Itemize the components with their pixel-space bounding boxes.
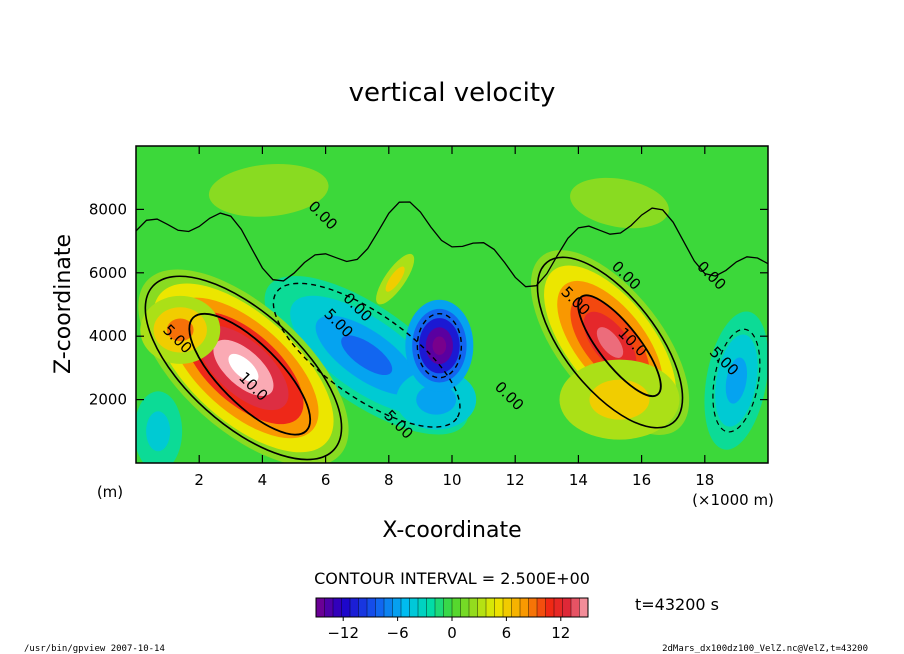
colorbar-swatch	[350, 598, 359, 617]
x-tick-label: 14	[569, 471, 588, 489]
mid-yellow-strip-band	[385, 266, 405, 292]
colorbar-swatch	[435, 598, 444, 617]
core-downdraft-band	[432, 336, 447, 355]
colorbar-swatch	[452, 598, 461, 617]
colorbar-swatch	[384, 598, 393, 617]
colorbar-swatch	[494, 598, 504, 617]
colorbar-swatch	[443, 598, 453, 617]
left-bottom-cyan-band	[146, 411, 171, 452]
footer-right: 2dMars_dx100dz100_VelZ.nc@VelZ,t=43200	[662, 644, 868, 654]
upper-green-left-band	[208, 163, 329, 217]
contour-right-updraft-10	[577, 294, 662, 397]
left-updraft-band	[228, 353, 259, 382]
colorbar-tick-label: −12	[327, 624, 359, 642]
x-unit-left: (m)	[97, 483, 123, 501]
colorbar-swatch	[486, 598, 495, 617]
contour-left-updraft-10	[188, 312, 312, 436]
x-tick-label: 10	[442, 471, 461, 489]
contour-core-downdraft	[416, 313, 463, 379]
colorbar-swatch	[520, 598, 529, 617]
x-axis-label: X-coordinate	[382, 518, 521, 543]
colorbar-tick-label: 0	[447, 624, 457, 642]
colorbar-swatch	[503, 598, 512, 617]
contour-zero-line	[136, 201, 768, 288]
colorbar-swatch	[392, 598, 402, 617]
x-tick-label: 18	[695, 471, 714, 489]
contour-interval-text: CONTOUR INTERVAL = 2.500E+00	[314, 569, 590, 588]
colorbar-swatch	[562, 598, 572, 617]
plot-area: 0.005.0010.05.000.005.000.005.000.0010.0…	[135, 145, 769, 464]
colorbar-swatch	[316, 598, 325, 617]
colorbar-swatch	[545, 598, 555, 617]
colorbar-swatch	[375, 598, 385, 617]
contour-lines	[136, 201, 768, 461]
colorbar-swatch	[367, 598, 376, 617]
y-tick-label: 2000	[89, 391, 127, 409]
colorbar-swatch	[409, 598, 419, 617]
colorbar-swatch	[511, 598, 521, 617]
right-cyan-lobe-band	[725, 357, 748, 404]
mid-blue-region-band	[341, 335, 393, 376]
velocity-field	[136, 163, 768, 463]
contour-mid-downdraft	[272, 282, 461, 428]
time-label: t=43200 s	[635, 595, 719, 614]
contour-right-updraft-outer	[536, 256, 684, 429]
chart-title: vertical velocity	[349, 78, 556, 108]
mid-blue-low-band	[416, 384, 457, 415]
y-tick-label: 6000	[89, 264, 127, 282]
y-axis: 2000 4000 6000 8000	[89, 200, 768, 409]
x-tick-label: 8	[384, 471, 394, 489]
colorbar-swatch	[554, 598, 563, 617]
left-updraft-tail-band	[166, 318, 194, 342]
x-axis: 2 4 6 8 10 12 14 16 18	[194, 146, 714, 489]
colorbar-swatch	[460, 598, 470, 617]
colorbar-swatch	[571, 598, 580, 617]
x-tick-label: 6	[321, 471, 331, 489]
upper-green-right-band	[570, 177, 669, 229]
contour-left-updraft-outer	[144, 275, 343, 461]
contour-right-downdraft	[712, 328, 761, 433]
x-unit-right: (×1000 m)	[692, 491, 774, 509]
x-tick-label: 12	[506, 471, 525, 489]
y-tick-label: 4000	[89, 327, 127, 345]
x-tick-label: 4	[258, 471, 268, 489]
colorbar-swatch	[579, 598, 589, 617]
x-tick-label: 2	[194, 471, 204, 489]
colorbar-tick-label: −6	[387, 624, 409, 642]
colorbar-swatch	[469, 598, 478, 617]
colorbar-swatch	[324, 598, 334, 617]
colorbar: −12 −6 0 6 12	[315, 597, 589, 642]
colorbar-swatch	[537, 598, 546, 617]
colorbar-swatch	[418, 598, 427, 617]
footer-left: /usr/bin/gpview 2007-10-14	[24, 644, 165, 654]
colorbar-swatch	[341, 598, 351, 617]
x-tick-label: 16	[632, 471, 651, 489]
colorbar-swatch	[358, 598, 368, 617]
right-yellow-foot-band	[589, 379, 650, 420]
right-updraft-band	[596, 327, 624, 358]
colorbar-tick-label: 6	[502, 624, 512, 642]
colorbar-swatch	[477, 598, 487, 617]
colorbar-swatch	[528, 598, 538, 617]
y-tick-label: 8000	[89, 200, 127, 218]
colorbar-tick-label: 12	[551, 624, 570, 642]
colorbar-swatch	[426, 598, 436, 617]
colorbar-swatch	[333, 598, 342, 617]
y-axis-label: Z-coordinate	[51, 234, 76, 374]
colorbar-swatch	[401, 598, 410, 617]
